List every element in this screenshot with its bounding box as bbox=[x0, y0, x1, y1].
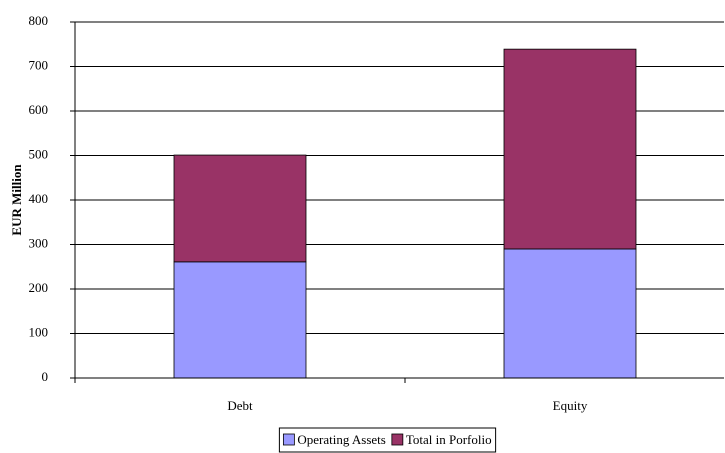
y-tick-label: 800 bbox=[29, 13, 49, 28]
bar-segment bbox=[173, 261, 307, 379]
y-axis-label: EUR Million bbox=[9, 164, 24, 236]
bar-segment bbox=[173, 154, 307, 263]
y-tick-label: 300 bbox=[29, 235, 49, 250]
x-tick-label: Debt bbox=[227, 398, 253, 413]
legend: Operating Assets Total in Porfolio bbox=[278, 427, 497, 453]
legend-swatch bbox=[391, 433, 404, 446]
x-tick-label: Equity bbox=[553, 398, 588, 413]
y-tick-label: 700 bbox=[29, 57, 49, 72]
y-tick-label: 200 bbox=[29, 280, 49, 295]
y-tick-label: 0 bbox=[42, 369, 49, 384]
y-tick-label: 400 bbox=[29, 191, 49, 206]
legend-box bbox=[278, 427, 497, 453]
legend-swatch bbox=[282, 433, 295, 446]
legend-label: Total in Porfolio bbox=[406, 432, 492, 447]
bar-segment bbox=[503, 248, 637, 379]
y-tick-label: 100 bbox=[29, 324, 49, 339]
bar-segment bbox=[503, 48, 637, 250]
y-tick-label: 500 bbox=[29, 146, 49, 161]
y-tick-label: 600 bbox=[29, 102, 49, 117]
legend-label: Operating Assets bbox=[297, 432, 385, 447]
